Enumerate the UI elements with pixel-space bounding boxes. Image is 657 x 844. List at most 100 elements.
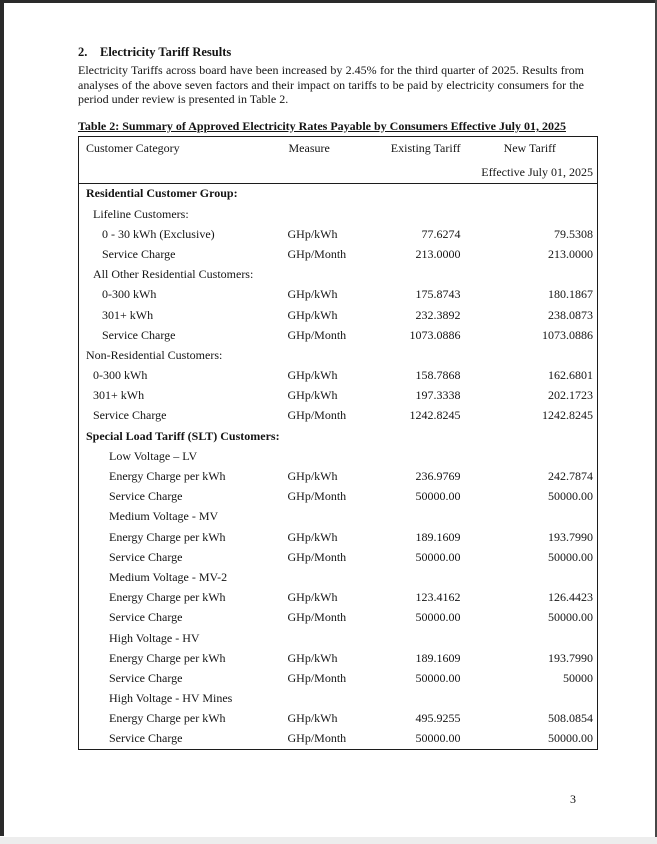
- row-existing-tariff: [366, 507, 466, 527]
- row-measure: GHp/Month: [287, 670, 347, 685]
- row-new-tariff: 50000.00: [548, 610, 593, 625]
- row-new-tariff: [466, 688, 598, 708]
- row-new-tariff: [466, 265, 598, 285]
- new-tariff-effective-date: Effective July 01, 2025: [481, 164, 593, 179]
- row-measure: GHp/kWh: [287, 287, 338, 302]
- row-new-tariff: 79.5308: [554, 226, 593, 241]
- row-label: Special Load Tariff (SLT) Customers:: [86, 428, 280, 443]
- row-existing-tariff: 175.8743: [415, 287, 461, 302]
- section-heading: 2. Electricity Tariff Results: [78, 45, 597, 60]
- row-existing-tariff: 50000.00: [415, 610, 461, 625]
- table-row: High Voltage - HV Mines: [79, 688, 598, 708]
- row-new-tariff: [466, 567, 598, 587]
- new-tariff-label: New Tariff: [503, 140, 556, 155]
- row-label: Energy Charge per kWh: [109, 469, 226, 483]
- row-measure: [288, 446, 366, 466]
- row-measure: GHp/kWh: [287, 711, 338, 726]
- row-existing-tariff: [366, 688, 466, 708]
- table-row: Service Charge GHp/Month 50000.00 50000.00: [79, 729, 598, 750]
- row-new-tariff: 50000.00: [548, 549, 593, 564]
- row-label: Service Charge: [93, 408, 167, 423]
- row-new-tariff: [466, 204, 598, 224]
- row-label: Energy Charge per kWh: [109, 590, 226, 605]
- row-existing-tariff: 50000.00: [415, 549, 461, 564]
- row-measure: GHp/kWh: [287, 650, 338, 665]
- row-label: 0 - 30 kWh (Exclusive): [102, 226, 215, 241]
- table-row: Medium Voltage - MV-2: [79, 567, 598, 587]
- table-row: Service Charge GHp/Month 50000.00 50000.00: [79, 487, 598, 507]
- tariff-table-body: Residential Customer Group: Lifeline Cust…: [79, 183, 598, 749]
- table-row: Service Charge GHp/Month 1242.8245 1242.824…: [79, 406, 598, 426]
- row-label: Service Charge: [102, 327, 176, 342]
- tariff-table-header: Customer Category Measure Existing Tarif…: [78, 136, 598, 184]
- table-row: Service Charge GHp/Month 50000.00 50000: [79, 668, 598, 688]
- row-new-tariff: 242.7874: [548, 469, 593, 483]
- page-edge-left: [0, 0, 4, 836]
- column-header-measure: Measure: [287, 136, 366, 184]
- row-existing-tariff: 1073.0886: [409, 327, 461, 342]
- row-new-tariff: 1073.0886: [542, 327, 593, 342]
- row-new-tariff: 238.0873: [548, 307, 593, 322]
- row-measure: GHp/kWh: [287, 529, 338, 544]
- table-row: Service Charge GHp/Month 50000.00 50000.00: [79, 608, 598, 628]
- page-number: 3: [570, 792, 576, 806]
- row-new-tariff: 193.7990: [548, 529, 593, 544]
- row-new-tariff: 193.7990: [548, 650, 593, 665]
- row-existing-tariff: 197.3338: [415, 388, 461, 403]
- row-measure: GHp/Month: [287, 489, 347, 504]
- row-existing-tariff: [366, 426, 466, 446]
- row-label: 0-300 kWh: [102, 287, 157, 302]
- row-existing-tariff: [366, 183, 466, 204]
- table-row: 0-300 kWh GHp/kWh 158.7868 162.6801: [79, 365, 598, 385]
- column-header-new-tariff: New Tariff Effective July 01, 2025: [465, 136, 598, 184]
- row-measure: GHp/Month: [287, 610, 347, 625]
- row-measure: [288, 204, 366, 224]
- section-title: Electricity Tariff Results: [100, 45, 232, 59]
- row-new-tariff: [466, 507, 598, 527]
- table-row: 0 - 30 kWh (Exclusive) GHp/kWh 77.6274 79.5…: [79, 224, 598, 244]
- row-new-tariff: 213.0000: [548, 246, 593, 261]
- row-label: 301+ kWh: [93, 388, 145, 403]
- row-existing-tariff: [366, 345, 466, 365]
- row-measure: GHp/Month: [287, 246, 347, 261]
- row-existing-tariff: [366, 567, 466, 587]
- table-row: Service Charge GHp/Month 1073.0886 1073.088…: [79, 325, 598, 345]
- row-measure: [288, 628, 366, 648]
- row-label: Energy Charge per kWh: [109, 711, 226, 726]
- row-measure: [288, 183, 366, 204]
- table-row: 301+ kWh GHp/kWh 232.3892 238.0873: [79, 305, 598, 325]
- row-new-tariff: 50000.00: [548, 489, 593, 504]
- row-label: Low Voltage – LV: [109, 448, 198, 463]
- table-row: Energy Charge per kWh GHp/kWh 189.1609 193.…: [79, 648, 598, 668]
- page-edge-top: [0, 0, 657, 3]
- row-new-tariff: 180.1867: [548, 287, 593, 302]
- row-measure: GHp/Month: [287, 549, 347, 564]
- table-row: 0-300 kWh GHp/kWh 175.8743 180.1867: [79, 285, 598, 305]
- table-row: Service Charge GHp/Month 50000.00 50000.00: [79, 547, 598, 567]
- table-row: Energy Charge per kWh GHp/kWh 495.9255 508.…: [79, 709, 598, 729]
- row-new-tariff: 202.1723: [548, 388, 593, 403]
- row-existing-tariff: 1242.8245: [409, 408, 461, 423]
- row-measure: GHp/Month: [287, 327, 347, 342]
- table-row: High Voltage - HV: [79, 628, 598, 648]
- row-new-tariff: [466, 446, 598, 466]
- row-label: High Voltage - HV: [109, 630, 200, 645]
- row-existing-tariff: 50000.00: [415, 489, 461, 504]
- row-label: Service Charge: [109, 670, 183, 685]
- row-measure: GHp/kWh: [287, 368, 338, 383]
- table-row: Lifeline Customers:: [79, 204, 598, 224]
- intro-paragraph: Electricity Tariffs across board have be…: [78, 63, 584, 107]
- row-new-tariff: 162.6801: [548, 368, 593, 383]
- row-label: Medium Voltage - MV-2: [109, 569, 228, 584]
- row-measure: GHp/kWh: [287, 469, 338, 483]
- row-measure: GHp/kWh: [287, 226, 338, 241]
- row-existing-tariff: 158.7868: [415, 368, 461, 383]
- row-label: Non-Residential Customers:: [86, 347, 223, 362]
- row-new-tariff: [466, 426, 598, 446]
- row-new-tariff: 508.0854: [548, 711, 593, 726]
- row-label: Service Charge: [109, 549, 183, 564]
- row-label: Service Charge: [109, 489, 183, 504]
- table-row: Low Voltage – LV: [79, 446, 598, 466]
- column-header-existing-tariff: Existing Tariff: [365, 136, 466, 184]
